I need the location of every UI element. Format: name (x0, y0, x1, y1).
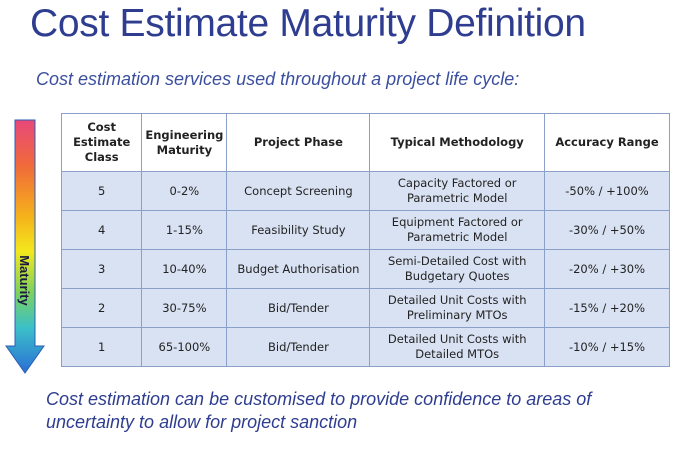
table-row: 5 0-2% Concept Screening Capacity Factor… (60, 171, 670, 211)
header-engineering-maturity: Engineering Maturity (141, 113, 228, 172)
header-typical-methodology: Typical Methodology (369, 113, 545, 172)
cell-phase: Bid/Tender (226, 288, 371, 328)
cell-class: 2 (60, 288, 143, 328)
cell-maturity: 1-15% (141, 210, 228, 250)
cell-method: Detailed Unit Costs with Preliminary MTOs (369, 288, 545, 328)
table-row: 4 1-15% Feasibility Study Equipment Fact… (60, 210, 670, 250)
cell-class: 5 (60, 171, 143, 211)
cell-accuracy: -20% / +30% (544, 249, 670, 289)
cell-method: Capacity Factored or Parametric Model (369, 171, 545, 211)
maturity-arrow-icon (5, 119, 45, 374)
header-project-phase: Project Phase (226, 113, 371, 172)
cell-method: Semi-Detailed Cost with Budgetary Quotes (369, 249, 545, 289)
page-title: Cost Estimate Maturity Definition (30, 2, 586, 45)
cell-class: 1 (60, 327, 143, 367)
cell-maturity: 10-40% (141, 249, 228, 289)
table-row: 3 10-40% Budget Authorisation Semi-Detai… (60, 249, 670, 289)
cell-phase: Concept Screening (226, 171, 371, 211)
cell-phase: Bid/Tender (226, 327, 371, 367)
page-subtitle: Cost estimation services used throughout… (36, 69, 520, 89)
cell-phase: Budget Authorisation (226, 249, 371, 289)
cell-maturity: 65-100% (141, 327, 228, 367)
header-cost-estimate-class: Cost Estimate Class (60, 113, 143, 172)
cell-method: Equipment Factored or Parametric Model (369, 210, 545, 250)
cell-phase: Feasibility Study (226, 210, 371, 250)
cell-accuracy: -30% / +50% (544, 210, 670, 250)
cell-maturity: 0-2% (141, 171, 228, 211)
cell-method: Detailed Unit Costs with Detailed MTOs (369, 327, 545, 367)
cell-accuracy: -50% / +100% (544, 171, 670, 211)
table-row: 2 30-75% Bid/Tender Detailed Unit Costs … (60, 288, 670, 328)
cell-maturity: 30-75% (141, 288, 228, 328)
table-row: 1 65-100% Bid/Tender Detailed Unit Costs… (60, 327, 670, 367)
maturity-label: Maturity (16, 254, 32, 306)
cell-class: 3 (60, 249, 143, 289)
header-accuracy-range: Accuracy Range (544, 113, 670, 172)
table-header-row: Cost Estimate Class Engineering Maturity… (60, 113, 670, 172)
cell-accuracy: -15% / +20% (544, 288, 670, 328)
cell-accuracy: -10% / +15% (544, 327, 670, 367)
footer-note: Cost estimation can be customised to pro… (46, 389, 592, 432)
cell-class: 4 (60, 210, 143, 250)
cost-estimate-table: Cost Estimate Class Engineering Maturity… (60, 113, 670, 367)
